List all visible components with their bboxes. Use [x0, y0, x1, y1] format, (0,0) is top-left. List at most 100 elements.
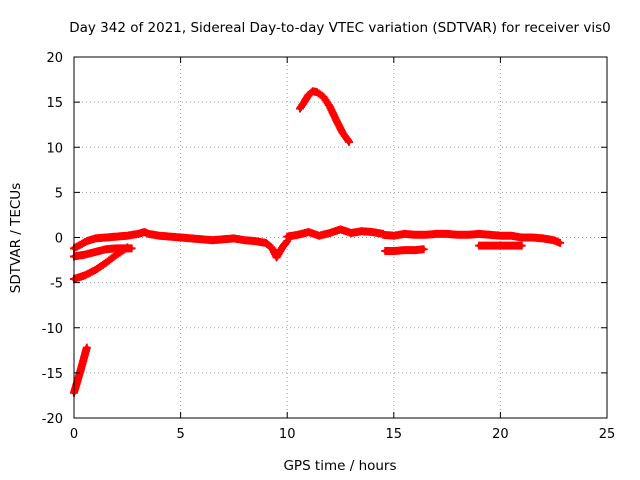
data-point: [81, 357, 86, 362]
data-point: [125, 233, 130, 238]
x-tick-label: 20: [492, 427, 509, 442]
data-point: [84, 345, 89, 350]
y-tick-label: 0: [55, 232, 63, 247]
data-point: [146, 231, 151, 237]
series-layer: [70, 87, 565, 397]
data-point: [178, 235, 183, 240]
data-point: [135, 231, 141, 237]
data-point: [557, 240, 563, 246]
data-point: [519, 235, 524, 240]
series-s8: [381, 245, 428, 256]
data-point: [380, 232, 386, 237]
data-point: [297, 106, 303, 111]
data-point: [253, 238, 258, 244]
y-tick-label: 5: [55, 186, 63, 201]
data-point: [129, 246, 134, 251]
y-tick-label: -5: [50, 277, 63, 292]
data-point: [82, 252, 87, 257]
data-point: [476, 243, 482, 248]
data-point: [114, 234, 119, 239]
x-tick-label: 25: [599, 427, 616, 442]
data-point: [78, 242, 83, 247]
data-point: [359, 228, 365, 234]
data-point: [93, 267, 98, 273]
data-point: [210, 238, 215, 243]
data-point: [508, 233, 514, 238]
series-s1: [70, 343, 91, 397]
data-point: [423, 232, 428, 237]
data-point: [327, 230, 333, 236]
y-tick-label: -15: [42, 367, 63, 382]
data-point: [142, 229, 147, 235]
data-point: [487, 243, 492, 248]
data-point: [167, 234, 173, 239]
data-point: [306, 229, 311, 235]
series-s3: [70, 244, 136, 261]
data-point: [348, 230, 354, 236]
data-point: [391, 233, 396, 238]
data-point: [274, 255, 279, 260]
x-tick-label: 15: [386, 427, 403, 442]
y-tick-label: -10: [42, 322, 63, 337]
data-point: [421, 247, 426, 252]
data-point: [370, 229, 375, 235]
series-s5: [283, 225, 388, 241]
axes: 0 5 10 15 20 25 -20 -15 -10 -5 0 5 10 15 20: [42, 51, 616, 442]
data-point: [103, 247, 109, 252]
data-point: [321, 94, 326, 99]
series-s7: [295, 87, 354, 146]
data-point: [444, 231, 450, 237]
data-point: [78, 368, 83, 374]
data-point: [412, 247, 418, 253]
y-tick-label: 10: [46, 141, 63, 156]
chart-title: Day 342 of 2021, Sidereal Day-to-day VTE…: [69, 20, 611, 36]
data-point: [412, 232, 418, 237]
data-point: [221, 237, 226, 242]
data-point: [189, 236, 194, 241]
data-point: [242, 238, 247, 243]
data-point: [530, 235, 535, 240]
series-s6: [379, 229, 565, 247]
data-point: [340, 130, 345, 136]
data-point: [316, 233, 322, 238]
data-point: [334, 117, 339, 123]
data-point: [310, 89, 315, 94]
data-point: [466, 232, 471, 237]
data-point: [114, 246, 119, 251]
data-point: [231, 236, 237, 241]
data-point: [455, 232, 460, 237]
data-point: [103, 260, 109, 265]
data-point: [391, 248, 396, 254]
data-point: [285, 234, 290, 239]
data-point: [74, 379, 80, 385]
data-point: [263, 240, 269, 246]
data-point: [157, 233, 162, 238]
y-axis-label: SDTVAR / TECUs: [8, 183, 24, 293]
data-point: [498, 243, 503, 248]
data-point: [103, 235, 109, 240]
data-point: [383, 248, 388, 254]
y-tick-label: -20: [42, 412, 63, 427]
data-point: [540, 236, 546, 241]
data-point: [84, 238, 89, 244]
data-point: [93, 249, 98, 255]
data-point: [295, 232, 301, 237]
data-point: [280, 244, 286, 249]
y-tick-label: 20: [46, 51, 63, 66]
x-tick-label: 10: [279, 427, 296, 442]
data-point: [114, 252, 119, 257]
data-point: [302, 99, 307, 105]
series-s9: [475, 241, 526, 250]
x-axis-label: GPS time / hours: [283, 458, 396, 474]
x-tick-label: 0: [70, 427, 78, 442]
data-point: [93, 236, 98, 241]
data-point: [82, 273, 87, 278]
data-point: [476, 231, 482, 237]
data-point: [434, 231, 439, 237]
data-point: [327, 104, 333, 109]
data-point: [402, 247, 407, 253]
data-point: [346, 139, 352, 145]
data-point: [487, 232, 492, 237]
data-point: [199, 237, 205, 242]
